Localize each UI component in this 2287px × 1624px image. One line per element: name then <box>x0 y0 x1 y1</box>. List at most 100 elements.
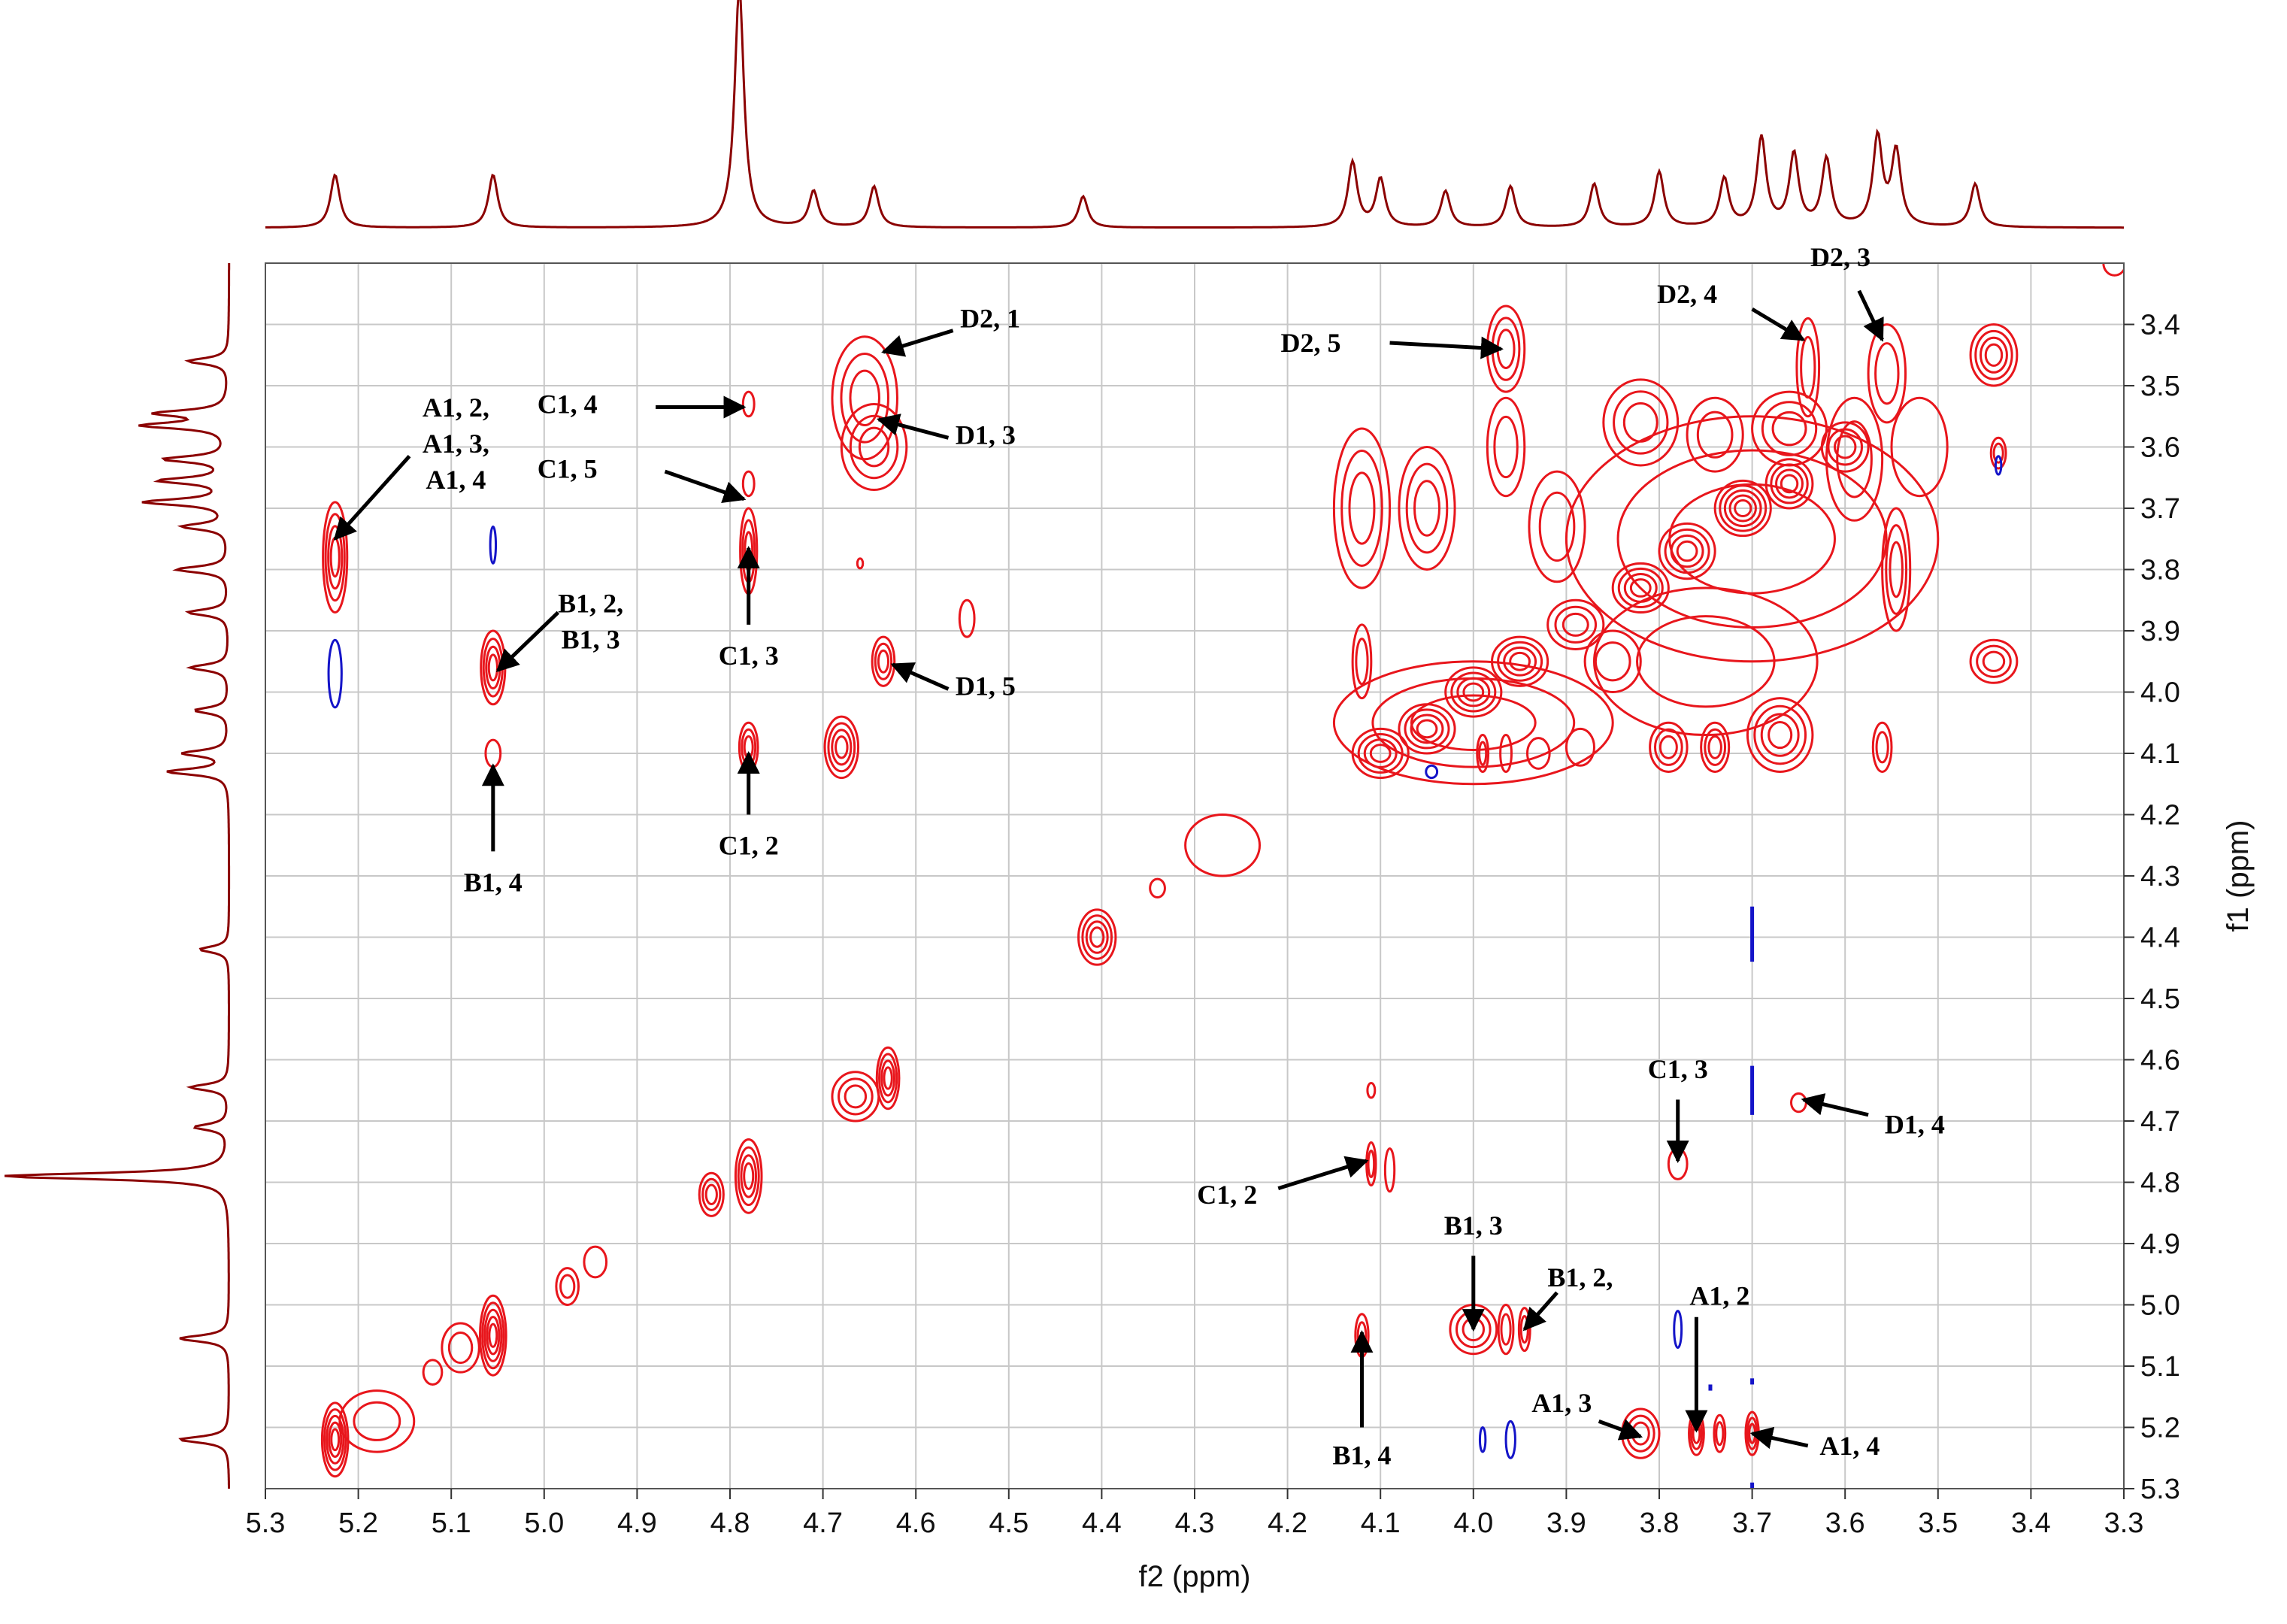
f2-projection-trace <box>265 0 2124 229</box>
f1-projection-spectrum <box>4 263 231 1489</box>
positive-contour <box>1707 735 1722 759</box>
y-tick-label: 4.9 <box>2140 1229 2180 1260</box>
positive-contour <box>838 1077 874 1116</box>
positive-contour <box>1676 540 1698 562</box>
x-tick-label: 5.2 <box>338 1507 378 1539</box>
positive-contour <box>1509 651 1531 671</box>
x-tick-label: 3.3 <box>2104 1507 2144 1539</box>
x-tick-label: 4.2 <box>1268 1507 1307 1539</box>
y-axis-ticks: 3.4 3.5 3.6 3.7 3.8 3.9 4.0 4.1 4.2 4.3 4.4 4.5 4.6 4… <box>2124 310 2180 1505</box>
positive-contour <box>1383 1147 1396 1193</box>
positive-contour <box>1077 908 1117 966</box>
annotation-arrow <box>876 414 950 440</box>
positive-contour <box>1369 744 1392 763</box>
positive-contour <box>823 715 860 780</box>
positive-contour <box>1503 646 1537 677</box>
positive-contour <box>1715 1421 1725 1447</box>
positive-contour <box>1649 721 1689 773</box>
positive-contour <box>1410 694 1537 751</box>
positive-contour <box>1764 458 1814 510</box>
positive-contour <box>1592 586 1819 737</box>
positive-contour <box>1583 629 1642 693</box>
negative-contour <box>1425 764 1439 780</box>
positive-contour <box>1499 734 1513 773</box>
positive-contour <box>877 649 890 674</box>
x-tick-label: 3.7 <box>1732 1507 1772 1539</box>
positive-contour <box>874 642 893 680</box>
positive-contour <box>1825 396 1884 522</box>
positive-contour <box>835 735 849 759</box>
x-tick-label: 4.4 <box>1082 1507 1122 1539</box>
annotation-arrow <box>890 662 950 691</box>
positive-contour <box>1462 682 1485 702</box>
y-tick-label: 4.1 <box>2140 738 2180 770</box>
positive-contour <box>1636 615 1776 708</box>
annotation-arrow <box>881 329 954 357</box>
positive-contour <box>1546 598 1605 650</box>
positive-contour <box>559 1274 576 1299</box>
positive-contour <box>329 537 341 578</box>
y-tick-label: 5.3 <box>2140 1474 2180 1505</box>
x-axis-title: f2 (ppm) <box>1139 1560 1251 1593</box>
positive-contour <box>1686 396 1744 473</box>
positive-contour <box>338 1389 416 1453</box>
annotation-label: C1, 3 <box>1648 1054 1708 1084</box>
positive-contour <box>1836 420 1873 498</box>
annotation-label: D1, 4 <box>1885 1109 1945 1139</box>
annotation-label: B1, 3 <box>562 625 620 655</box>
positive-contour <box>1398 703 1456 755</box>
annotation-label: B1, 2, <box>558 589 623 619</box>
positive-contour <box>1768 721 1793 750</box>
positive-contour <box>831 335 898 461</box>
positive-contour <box>1351 623 1373 700</box>
y-tick-label: 5.1 <box>2140 1351 2180 1383</box>
y-tick-label: 4.2 <box>2140 800 2180 832</box>
positive-contour <box>1700 721 1731 773</box>
y-axis-title: f1 (ppm) <box>2222 820 2255 932</box>
positive-contour <box>1728 494 1757 523</box>
positive-contour <box>858 426 890 468</box>
positive-contour <box>1867 323 1907 424</box>
annotation-arrow <box>664 469 747 504</box>
positive-contour <box>1874 342 1900 405</box>
positive-contour <box>1654 728 1683 766</box>
positive-contour <box>1340 449 1383 568</box>
positive-contour <box>840 352 889 444</box>
positive-contour <box>1367 1149 1376 1179</box>
negative-contour <box>1504 1419 1516 1459</box>
positive-contour <box>1696 411 1734 459</box>
annotation-label: D2, 1 <box>960 304 1020 334</box>
positive-contour <box>326 1414 345 1465</box>
annotation-label: D2, 4 <box>1657 279 1717 309</box>
positive-contour <box>958 598 976 638</box>
positive-contour <box>1611 562 1670 614</box>
positive-contour <box>1969 323 2019 387</box>
positive-contour <box>831 729 853 766</box>
y-tick-label: 4.3 <box>2140 861 2180 892</box>
x-tick-label: 5.3 <box>246 1507 286 1539</box>
negative-artifact-lines <box>1708 906 1755 1489</box>
positive-contour <box>1771 411 1807 447</box>
annotation-label: D2, 5 <box>1281 328 1341 358</box>
positive-contour <box>1081 914 1113 960</box>
positive-contour <box>1795 317 1821 418</box>
positive-contour <box>1491 635 1549 687</box>
x-tick-label: 3.5 <box>1918 1507 1958 1539</box>
positive-contour <box>1734 499 1752 517</box>
annotation-arrow <box>1522 1291 1558 1332</box>
x-tick-label: 4.3 <box>1175 1507 1215 1539</box>
positive-contour <box>1890 396 1949 498</box>
positive-contour <box>1404 708 1450 750</box>
positive-contour <box>1405 462 1449 554</box>
annotation-label: D1, 3 <box>956 420 1016 450</box>
positive-contour <box>1554 605 1598 644</box>
positive-contour <box>741 390 756 418</box>
annotation-arrow <box>333 455 411 541</box>
positive-contour <box>1989 436 2007 470</box>
y-tick-label: 3.9 <box>2140 616 2180 647</box>
positive-contour <box>701 1177 722 1211</box>
annotation-arrow <box>1749 1426 1809 1450</box>
positive-contour <box>1398 446 1456 571</box>
positive-contour <box>1979 336 2008 374</box>
x-tick-label: 4.1 <box>1361 1507 1401 1539</box>
